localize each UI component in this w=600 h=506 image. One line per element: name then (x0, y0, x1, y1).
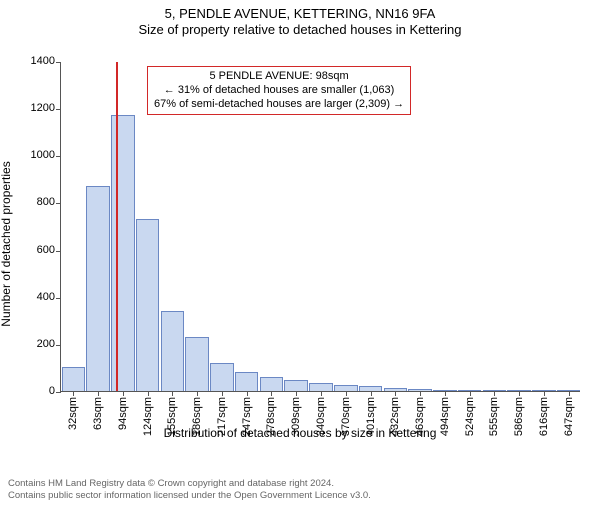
x-tick-mark (148, 391, 149, 396)
histogram-bar (210, 363, 234, 391)
histogram-bar (161, 311, 185, 391)
histogram-bar (136, 219, 160, 391)
annotation-line: ← 31% of detached houses are smaller (1,… (154, 84, 404, 98)
histogram-bar (185, 337, 209, 391)
x-tick-mark (371, 391, 372, 396)
footer-attribution: Contains HM Land Registry data © Crown c… (8, 478, 371, 502)
x-tick-mark (123, 391, 124, 396)
histogram-bar (284, 380, 308, 391)
x-tick-mark (98, 391, 99, 396)
footer-line1: Contains HM Land Registry data © Crown c… (8, 478, 371, 490)
x-tick-mark (271, 391, 272, 396)
y-axis-label: Number of detached properties (0, 161, 13, 326)
histogram-bar (260, 377, 284, 391)
y-tick-label: 400 (37, 291, 55, 303)
x-tick-mark (222, 391, 223, 396)
plot-area: 020040060080010001200140032sqm63sqm94sqm… (60, 62, 580, 392)
y-tick-label: 1000 (31, 149, 55, 161)
x-tick-mark (197, 391, 198, 396)
x-tick-mark (470, 391, 471, 396)
x-tick-mark (395, 391, 396, 396)
x-tick-mark (519, 391, 520, 396)
x-tick-mark (445, 391, 446, 396)
x-tick-mark (296, 391, 297, 396)
annotation-line: 5 PENDLE AVENUE: 98sqm (154, 70, 404, 84)
histogram-bar (309, 383, 333, 391)
x-tick-mark (247, 391, 248, 396)
y-tick-label: 0 (49, 385, 55, 397)
annotation-line: 67% of semi-detached houses are larger (… (154, 98, 404, 112)
y-tick-mark (56, 251, 61, 252)
histogram-bar (62, 367, 86, 391)
y-tick-mark (56, 156, 61, 157)
y-tick-label: 1200 (31, 102, 55, 114)
x-tick-mark (420, 391, 421, 396)
y-tick-mark (56, 203, 61, 204)
annotation-box: 5 PENDLE AVENUE: 98sqm← 31% of detached … (147, 66, 411, 115)
histogram-bar (111, 115, 135, 391)
y-tick-label: 200 (37, 338, 55, 350)
x-tick-mark (321, 391, 322, 396)
y-tick-label: 1400 (31, 55, 55, 67)
y-tick-label: 800 (37, 196, 55, 208)
page-title-line2: Size of property relative to detached ho… (0, 22, 600, 37)
x-axis-label: Distribution of detached houses by size … (0, 426, 600, 440)
y-tick-mark (56, 109, 61, 110)
y-tick-mark (56, 298, 61, 299)
x-tick-mark (73, 391, 74, 396)
x-tick-mark (346, 391, 347, 396)
property-marker-line (116, 62, 118, 391)
histogram-bar (235, 372, 259, 391)
x-tick-mark (569, 391, 570, 396)
y-tick-mark (56, 345, 61, 346)
histogram-bar (86, 186, 110, 391)
y-tick-mark (56, 62, 61, 63)
x-tick-mark (544, 391, 545, 396)
x-tick-mark (172, 391, 173, 396)
y-tick-label: 600 (37, 244, 55, 256)
chart-container: Number of detached properties 0200400600… (0, 44, 600, 444)
page-title-line1: 5, PENDLE AVENUE, KETTERING, NN16 9FA (0, 6, 600, 21)
y-tick-mark (56, 392, 61, 393)
x-tick-mark (494, 391, 495, 396)
footer-line2: Contains public sector information licen… (8, 490, 371, 502)
